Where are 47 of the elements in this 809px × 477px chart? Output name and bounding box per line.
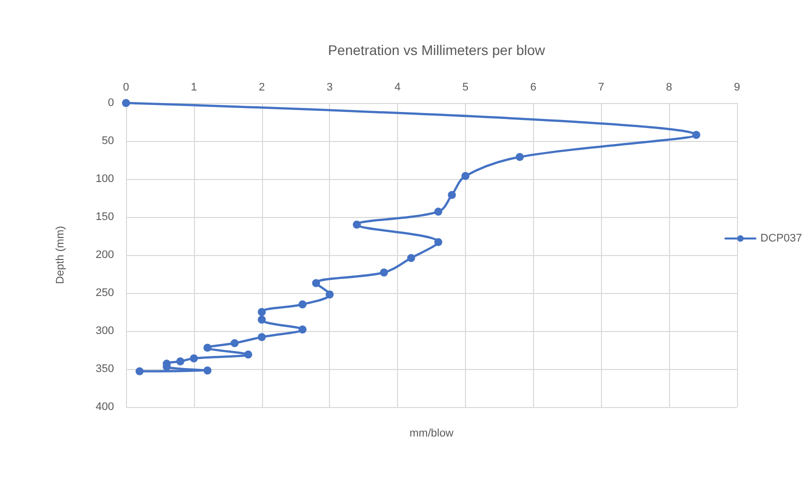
x-tick-label: 1 [190,82,197,94]
x-tick-label: 7 [598,82,604,94]
y-axis-title: Depth (mm) [54,226,66,284]
x-tick-label: 9 [734,82,740,94]
x-tick-label: 8 [666,82,672,94]
point [448,190,456,199]
point [312,279,320,288]
x-tick-label: 5 [462,82,469,94]
point [122,99,130,107]
point [407,254,416,262]
point [298,325,307,334]
y-tick-label: 150 [96,211,114,223]
point [190,354,198,362]
x-axis-title: mm/blow [409,428,454,440]
point [258,308,266,316]
point [203,366,212,375]
chart-title: Penetration vs Millimeters per blow [328,42,546,58]
point [176,357,184,366]
point [326,290,334,299]
point [692,130,700,139]
point [298,300,307,308]
point [434,208,442,216]
y-tick-label: 0 [108,97,114,109]
y-tick-label: 350 [96,363,114,375]
point [244,350,252,359]
point [258,316,266,324]
legend-label: DCP037 [760,232,802,244]
point [461,172,470,180]
point [516,152,524,161]
point [136,367,144,376]
y-tick-label: 250 [96,287,114,299]
point [203,344,212,352]
y-tick-label: 400 [96,401,114,413]
y-tick-label: 50 [102,135,114,147]
x-tick-label: 6 [530,82,536,94]
y-tick-label: 200 [96,249,114,261]
point [258,333,266,342]
point [230,339,239,348]
x-tick-label: 4 [394,82,401,94]
point [352,220,361,229]
point [380,268,388,276]
y-tick-label: 100 [96,173,114,185]
x-tick-label: 0 [122,82,130,94]
point [434,238,442,246]
y-tick-label: 300 [96,325,114,337]
x-tick-label: 3 [326,82,333,94]
x-tick-label: 2 [258,82,265,94]
